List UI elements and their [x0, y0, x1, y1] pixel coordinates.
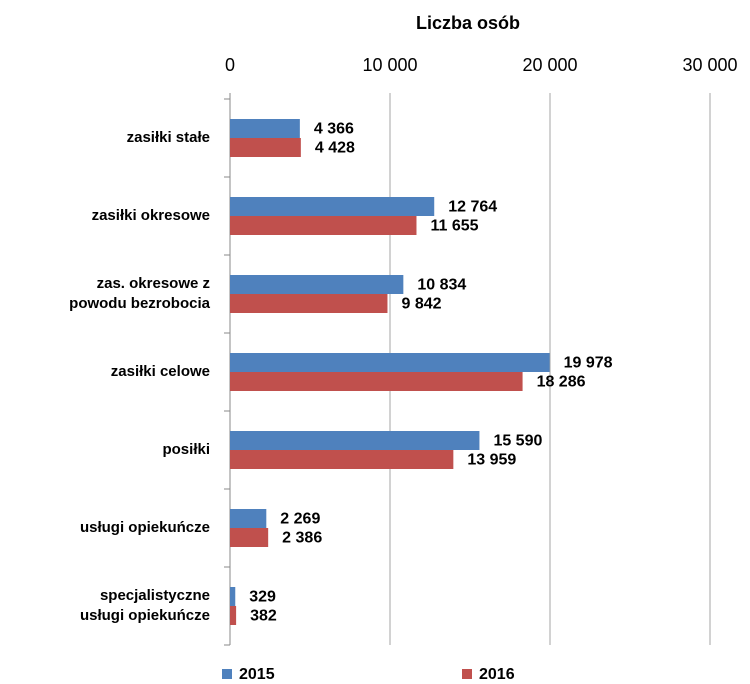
bar [230, 294, 388, 313]
bar [230, 372, 523, 391]
data-label: 9 842 [401, 296, 441, 313]
data-label: 12 764 [448, 199, 497, 216]
legend-swatch [462, 669, 472, 679]
data-label: 18 286 [537, 374, 586, 391]
y-tick-label: specjalistyczne usługi opiekuńcze [80, 587, 210, 624]
axis-title: Liczba osób [416, 13, 520, 33]
y-tick-label: posiłki [162, 441, 210, 458]
bar [230, 353, 550, 372]
data-label: 19 978 [564, 355, 613, 372]
data-label: 11 655 [430, 218, 478, 235]
x-tick-label: 20 000 [522, 55, 577, 75]
bar [230, 509, 267, 528]
bar [230, 138, 301, 157]
bar [230, 587, 236, 606]
data-label: 329 [249, 589, 276, 606]
y-tick-label: zasiłki okresowe [92, 207, 210, 224]
data-label: 4 366 [314, 121, 354, 138]
legend-swatch [222, 669, 232, 679]
data-label: 382 [250, 608, 277, 625]
data-label: 15 590 [493, 433, 542, 450]
x-tick-label: 10 000 [362, 55, 417, 75]
x-tick-label: 30 000 [682, 55, 737, 75]
y-tick-label: zasiłki celowe [111, 363, 210, 380]
y-tick-label: zasiłki stałe [127, 129, 210, 146]
bar [230, 275, 404, 294]
data-label: 4 428 [315, 140, 355, 157]
data-label: 2 269 [280, 511, 320, 528]
data-label: 2 386 [282, 530, 322, 547]
y-tick-label: usługi opiekuńcze [80, 519, 210, 536]
y-tick-label: zas. okresowe z powodu bezrobocia [69, 275, 210, 312]
bar [230, 197, 435, 216]
data-label: 10 834 [417, 277, 466, 294]
bar [230, 216, 417, 235]
legend-label: 2015 [239, 666, 275, 683]
data-label: 13 959 [467, 452, 516, 469]
bar [230, 119, 300, 138]
bar [230, 431, 480, 450]
legend-label: 2016 [479, 666, 515, 683]
bar [230, 606, 237, 625]
x-tick-label: 0 [225, 55, 235, 75]
bar [230, 450, 454, 469]
bar [230, 528, 269, 547]
